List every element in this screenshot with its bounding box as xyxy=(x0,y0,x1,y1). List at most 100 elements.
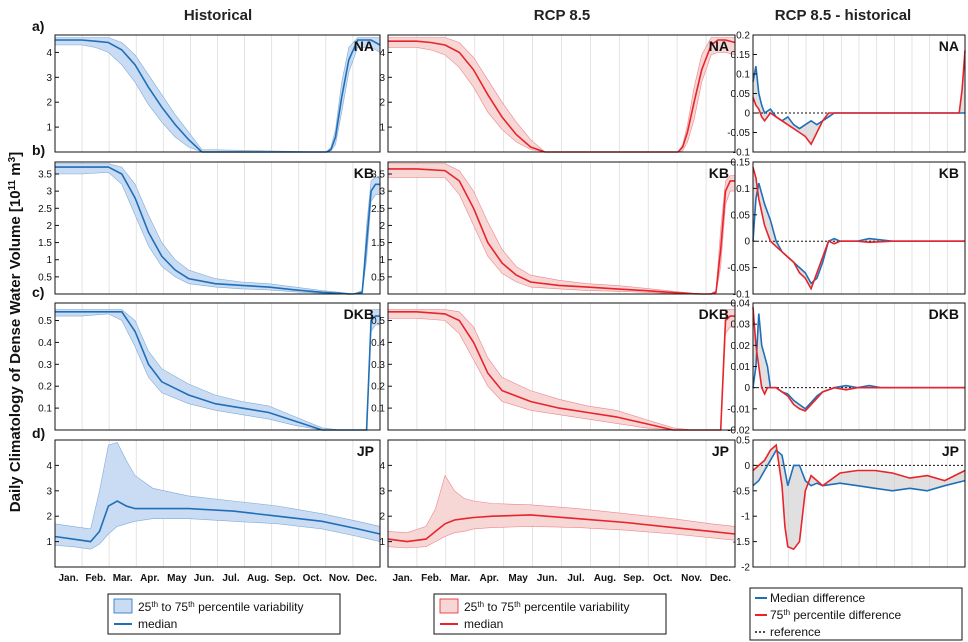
y-tick-label: 0.1 xyxy=(736,184,750,195)
y-tick-label: -0.02 xyxy=(727,426,750,437)
region-label: NA xyxy=(709,38,729,54)
y-tick-label: 2 xyxy=(46,98,52,109)
month-label: Jul. xyxy=(567,573,584,584)
row-label-c: c) xyxy=(32,284,44,300)
legend-historical-band-label: 25th to 75th percentile variability xyxy=(138,600,303,615)
legend-historical: 25th to 75th percentile variability medi… xyxy=(107,593,341,635)
y-tick-label: 1 xyxy=(46,537,52,548)
y-tick-label: 0.3 xyxy=(371,360,385,371)
region-label: KB xyxy=(354,165,374,181)
col-title-diff: RCP 8.5 - historical xyxy=(775,7,911,24)
y-tick-label: -0.05 xyxy=(727,128,750,139)
median-line xyxy=(54,500,381,543)
legend-diff-reference-label: reference xyxy=(770,625,821,639)
region-label: KB xyxy=(709,165,729,181)
y-tick-label: 0.4 xyxy=(371,338,385,349)
difference-fill xyxy=(753,445,965,550)
panel-frame xyxy=(54,439,381,568)
panel-b-diff: -0.1 -0.05 0 0.05 0.1 0.15 KB xyxy=(727,158,966,301)
y-tick-label: 0.2 xyxy=(736,31,750,42)
y-tick-label: 2 xyxy=(46,221,52,232)
month-label: Nov. xyxy=(329,573,350,584)
y-tick-label: 0.3 xyxy=(38,360,52,371)
month-label: May xyxy=(167,573,187,584)
month-label: Apr. xyxy=(140,573,160,584)
y-tick-label: 3.5 xyxy=(38,170,52,181)
month-label: Sep. xyxy=(623,573,644,584)
median-difference-line xyxy=(752,182,965,285)
y-axis-label: Daily Climatology of Dense Water Volume … xyxy=(7,152,25,512)
panel-c-historical: 0.1 0.2 0.3 0.4 0.5 DKB xyxy=(38,302,381,431)
y-tick-label: 0.5 xyxy=(371,316,385,327)
column-titles: Historical RCP 8.5 RCP 8.5 - historical xyxy=(184,7,911,24)
region-label: NA xyxy=(354,38,374,54)
month-label: Oct. xyxy=(653,573,673,584)
y-tick-label: 0.1 xyxy=(371,404,385,415)
y-tick-label: 0.03 xyxy=(731,320,751,331)
y-tick-label: 0.4 xyxy=(38,338,52,349)
y-tick-label: -0.01 xyxy=(727,404,750,415)
panel-frame xyxy=(54,302,381,431)
month-label: Jun. xyxy=(537,573,558,584)
legend-rcp-frame xyxy=(433,593,667,635)
y-tick-label: 3 xyxy=(46,73,52,84)
month-label: Feb. xyxy=(85,573,106,584)
row-label-d: d) xyxy=(32,425,45,441)
month-axis: Jan. Feb. Mar. Apr. May Jun. Jul. Aug. Sep. Oct. N… xyxy=(58,573,731,584)
y-tick-label: -0.1 xyxy=(733,290,751,301)
y-tick-label: 1 xyxy=(379,255,385,266)
p75-difference-line xyxy=(752,50,966,146)
y-tick-label: 0 xyxy=(744,237,750,248)
month-label: Mar. xyxy=(113,573,133,584)
row-label-a: a) xyxy=(32,18,44,34)
y-tick-label: 0.02 xyxy=(731,341,751,352)
y-tick-label: 1 xyxy=(379,537,385,548)
month-label: Dec. xyxy=(710,573,731,584)
y-tick-label: -0.5 xyxy=(733,486,751,497)
panel-d-diff: -2 -1.5 -1 -0.5 0 0.5 JP xyxy=(733,436,966,574)
legend-rcp-median-label: median xyxy=(464,617,503,631)
month-label: Aug. xyxy=(247,573,269,584)
y-tick-label: 4 xyxy=(46,461,52,472)
panel-c-rcp: 0.1 0.2 0.3 0.4 0.5 DKB xyxy=(371,302,736,431)
y-tick-label: 3 xyxy=(46,187,52,198)
y-tick-label: 0 xyxy=(744,461,750,472)
month-label: Feb. xyxy=(421,573,442,584)
y-tick-label: 3 xyxy=(46,486,52,497)
y-tick-label: 2.5 xyxy=(38,204,52,215)
region-label: DKB xyxy=(344,306,374,322)
panel-c-diff: -0.02 -0.01 0 0.01 0.02 0.03 0.04 DKB xyxy=(727,299,966,437)
month-label: Dec. xyxy=(356,573,377,584)
legend-diff-p75-label: 75th percentile difference xyxy=(770,608,902,623)
col-title-historical: Historical xyxy=(184,7,252,24)
col-title-rcp: RCP 8.5 xyxy=(534,7,590,24)
region-label: DKB xyxy=(699,306,729,322)
panel-a-historical: 1 2 3 4 NA xyxy=(46,34,381,153)
region-label: JP xyxy=(357,443,374,459)
panel-frame xyxy=(387,439,736,568)
y-tick-label: 1 xyxy=(379,123,385,134)
y-tick-label: 2 xyxy=(379,221,385,232)
legend-rcp: 25th to 75th percentile variability medi… xyxy=(433,593,667,635)
y-tick-label: 4 xyxy=(46,48,52,59)
y-tick-label: 3.5 xyxy=(371,170,385,181)
month-label: Sep. xyxy=(275,573,296,584)
panel-frame xyxy=(387,302,736,431)
month-label: Jan. xyxy=(392,573,412,584)
legend-historical-median-label: median xyxy=(138,617,177,631)
y-tick-label: 2.5 xyxy=(371,204,385,215)
y-tick-label: 0.01 xyxy=(731,362,751,373)
y-tick-label: 3 xyxy=(379,73,385,84)
y-tick-label: 0.04 xyxy=(731,299,751,310)
panel-frame xyxy=(54,34,381,153)
panel-frame xyxy=(752,439,966,568)
month-label: Jul. xyxy=(222,573,239,584)
panel-frame xyxy=(752,161,966,295)
month-label: Aug. xyxy=(594,573,616,584)
panel-b-historical: 0.5 1 1.5 2 2.5 3 3.5 KB xyxy=(38,161,381,295)
panel-d-historical: 1 2 3 4 JP xyxy=(46,439,381,568)
legend-rcp-band-label: 25th to 75th percentile variability xyxy=(464,600,629,615)
y-tick-label: -0.1 xyxy=(733,148,751,159)
median-line xyxy=(388,168,735,295)
